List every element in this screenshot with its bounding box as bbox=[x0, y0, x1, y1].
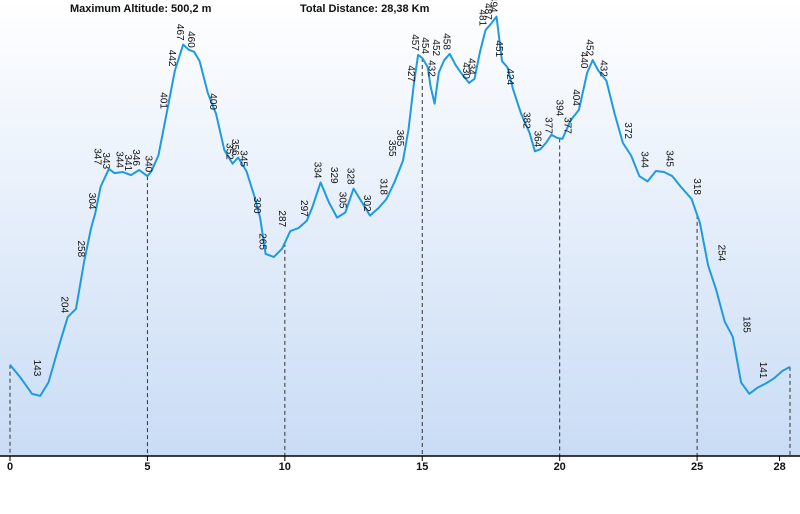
elevation-label-5: 343 bbox=[100, 152, 111, 169]
elevation-label-36: 430 bbox=[460, 62, 471, 79]
x-tick-label-1: 5 bbox=[144, 461, 150, 473]
elevation-label-23: 329 bbox=[328, 167, 339, 184]
x-tick-label-5: 25 bbox=[691, 461, 703, 473]
elevation-label-31: 457 bbox=[409, 34, 420, 51]
distance-markers bbox=[9, 58, 791, 456]
total-distance-label: Total Distance: 28,38 Km bbox=[300, 3, 430, 15]
elevation-label-51: 432 bbox=[597, 60, 608, 77]
elevation-label-1: 204 bbox=[59, 296, 70, 313]
elevation-label-40: 494 bbox=[488, 0, 499, 13]
elevation-label-43: 382 bbox=[521, 112, 532, 129]
elevation-label-56: 254 bbox=[716, 245, 727, 262]
elevation-label-12: 467 bbox=[174, 24, 185, 41]
elevation-label-0: 143 bbox=[31, 360, 42, 377]
elevation-label-16: 356 bbox=[229, 139, 240, 156]
x-tick-label-6: 28 bbox=[773, 461, 785, 473]
elevation-label-17: 345 bbox=[237, 150, 248, 167]
x-tick-label-2: 10 bbox=[279, 461, 291, 473]
elevation-label-26: 302 bbox=[361, 195, 372, 212]
plot-background bbox=[0, 0, 800, 456]
elevation-label-39: 487 bbox=[482, 3, 493, 20]
elevation-label-14: 400 bbox=[207, 93, 218, 110]
max-altitude-label: Maximum Altitude: 500,2 m bbox=[70, 3, 212, 15]
elevation-label-44: 364 bbox=[531, 131, 542, 148]
elevation-series bbox=[9, 15, 791, 397]
elevation-label-49: 440 bbox=[578, 52, 589, 69]
elevation-label-24: 305 bbox=[336, 192, 347, 209]
elevation-label-27: 318 bbox=[378, 178, 389, 195]
x-axis: 0 5 10 15 20 25 28 bbox=[0, 455, 800, 473]
elevation-label-6: 344 bbox=[114, 151, 125, 168]
elevation-label-55: 318 bbox=[691, 178, 702, 195]
elevation-label-8: 346 bbox=[130, 149, 141, 166]
elevation-label-29: 365 bbox=[394, 130, 405, 147]
elevation-label-54: 345 bbox=[663, 150, 674, 167]
elevation-label-2: 258 bbox=[75, 241, 86, 258]
elevation-label-32: 454 bbox=[419, 37, 430, 54]
elevation-label-33: 432 bbox=[426, 60, 437, 77]
elevation-label-30: 427 bbox=[405, 65, 416, 82]
elevation-label-28: 355 bbox=[386, 140, 397, 157]
elevation-label-10: 401 bbox=[158, 92, 169, 109]
elevation-label-7: 341 bbox=[122, 154, 133, 171]
elevation-label-37: 434 bbox=[466, 58, 477, 75]
x-tick-label-4: 20 bbox=[554, 461, 566, 473]
elevation-label-38: 481 bbox=[477, 9, 488, 26]
elevation-label-57: 185 bbox=[740, 316, 751, 333]
elevation-label-48: 404 bbox=[570, 89, 581, 106]
elevation-label-53: 344 bbox=[639, 151, 650, 168]
elevation-line bbox=[9, 15, 791, 397]
elevation-label-52: 372 bbox=[622, 122, 633, 139]
elevation-label-9: 340 bbox=[143, 156, 154, 173]
elevation-label-4: 347 bbox=[92, 148, 103, 165]
elevation-label-21: 297 bbox=[298, 200, 309, 217]
x-tick-label-3: 15 bbox=[416, 461, 428, 473]
elevation-label-20: 287 bbox=[276, 210, 287, 227]
elevation-label-46: 394 bbox=[553, 100, 564, 117]
elevation-label-11: 442 bbox=[166, 50, 177, 67]
elevation-label-50: 452 bbox=[584, 39, 595, 56]
elevation-label-45: 377 bbox=[542, 117, 553, 134]
elevation-label-58: 141 bbox=[757, 362, 768, 379]
elevation-label-42: 424 bbox=[504, 68, 515, 85]
elevation-label-13: 460 bbox=[185, 31, 196, 48]
elevation-label-25: 328 bbox=[345, 168, 356, 185]
elevation-label-47: 377 bbox=[562, 117, 573, 134]
elevation-label-35: 458 bbox=[441, 33, 452, 50]
elevation-label-15: 352 bbox=[224, 143, 235, 160]
elevation-label-41: 451 bbox=[493, 40, 504, 57]
x-tick-label-0: 0 bbox=[7, 461, 13, 473]
elevation-label-18: 300 bbox=[251, 197, 262, 214]
elevation-label-19: 265 bbox=[257, 233, 268, 250]
elevation-label-34: 452 bbox=[430, 39, 441, 56]
elevation-label-3: 304 bbox=[86, 193, 97, 210]
elevation-label-22: 334 bbox=[312, 162, 323, 179]
